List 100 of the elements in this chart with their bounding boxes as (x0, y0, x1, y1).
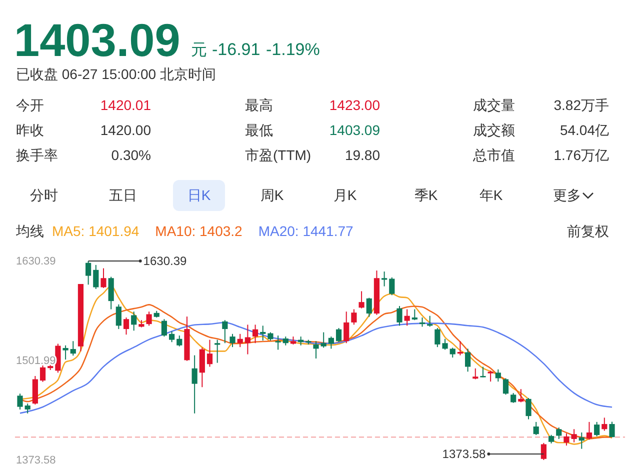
text: 年K (479, 187, 504, 203)
candlestick (464, 348, 471, 372)
text: 季K (414, 187, 438, 203)
candlestick (168, 330, 175, 343)
candlestick (131, 311, 137, 332)
candlestick (260, 325, 266, 341)
text: 1.76万亿 (554, 147, 609, 163)
candlestick (556, 427, 562, 440)
text: 前复权 (567, 223, 609, 239)
candlestick (320, 332, 326, 348)
candlestick (533, 421, 539, 436)
candlestick (434, 328, 440, 348)
text: 最低 (245, 122, 273, 138)
text: 市盈(TTM) (245, 147, 312, 163)
candlestick (123, 316, 130, 336)
candlestick (116, 304, 122, 330)
candlestick (602, 417, 608, 432)
text: MA20: 1441.77 (258, 223, 354, 239)
candlestick (222, 320, 228, 344)
candlestick (344, 311, 350, 344)
text: 五日 (109, 187, 137, 203)
candlestick (564, 432, 570, 446)
text: 分时 (30, 187, 58, 203)
text: 最高 (245, 97, 273, 113)
candlestick (313, 340, 319, 360)
text: 更多 (553, 187, 581, 203)
candlestick (206, 339, 213, 368)
candlestick (192, 354, 198, 414)
candlestick (93, 264, 99, 290)
candlestick (146, 311, 152, 326)
candlestick (70, 340, 76, 356)
text: 周K (260, 187, 284, 203)
candlestick (427, 315, 433, 328)
candlestick (578, 432, 584, 450)
candlestick (17, 393, 23, 410)
candlestick (351, 308, 357, 326)
candlestick (358, 290, 364, 309)
text: 0.30% (111, 147, 151, 163)
candlestick (161, 318, 168, 338)
candlestick (328, 336, 334, 350)
text: 元 (191, 42, 207, 59)
text: 月K (333, 187, 358, 203)
text: 54.04亿 (560, 122, 609, 138)
candlestick (518, 388, 524, 403)
candlestick (609, 421, 615, 438)
candlestick (176, 335, 182, 347)
candlestick (252, 324, 258, 344)
candlestick (526, 397, 532, 420)
candlestick (586, 421, 592, 440)
candlestick (442, 338, 448, 350)
text: 均线 (15, 223, 44, 239)
text: 换手率 (16, 147, 58, 163)
candlestick (404, 308, 410, 326)
candlestick (571, 428, 577, 443)
candlestick (244, 324, 250, 355)
candlestick (457, 340, 464, 356)
candlestick (86, 260, 92, 286)
text: -16.91 (212, 40, 260, 59)
text: MA5: 1401.94 (52, 223, 140, 239)
candlestick (108, 276, 114, 310)
candlestick (540, 442, 546, 460)
text: 1403.09 (14, 14, 180, 66)
text: 1420.01 (100, 97, 152, 113)
candlestick (237, 333, 243, 348)
candlestick (275, 335, 281, 350)
candlestick (594, 421, 600, 437)
text: MA10: 1403.2 (155, 223, 243, 239)
chart-subtitle: 已收盘 06-27 15:00:00 北京时间 (16, 66, 216, 82)
candlestick (389, 276, 395, 296)
annotation: 1373.58 (442, 447, 486, 462)
candlestick (450, 347, 456, 358)
candlestick (214, 339, 220, 364)
candlestick (366, 297, 372, 318)
candlestick (495, 368, 501, 382)
text: 今开 (16, 97, 44, 113)
text: 成交量 (473, 97, 515, 113)
candlestick (100, 268, 106, 288)
y-tick-label: 1630.39 (16, 256, 56, 268)
candlestick (40, 364, 46, 382)
annotation: 1630.39 (143, 254, 188, 268)
candlestick (24, 403, 30, 414)
candlestick (412, 308, 418, 321)
candlestick (488, 370, 494, 382)
candlestick (480, 366, 486, 378)
candlestick (199, 347, 205, 388)
text: 3.82万手 (554, 97, 609, 113)
text: 成交额 (473, 122, 515, 138)
text: 总市值 (472, 147, 515, 163)
text: 1423.00 (329, 97, 380, 113)
text: 1420.00 (100, 122, 152, 138)
text: 日K (187, 187, 212, 203)
y-tick-label: 1373.58 (16, 454, 56, 467)
candlestick (230, 333, 236, 348)
candlestick (62, 344, 68, 360)
chart-title: 1403.09 (329, 122, 380, 138)
candlestick (419, 316, 426, 328)
candlestick (336, 328, 342, 343)
candlestick (472, 368, 478, 380)
text: 19.80 (344, 147, 380, 163)
text: 昨收 (16, 122, 44, 138)
